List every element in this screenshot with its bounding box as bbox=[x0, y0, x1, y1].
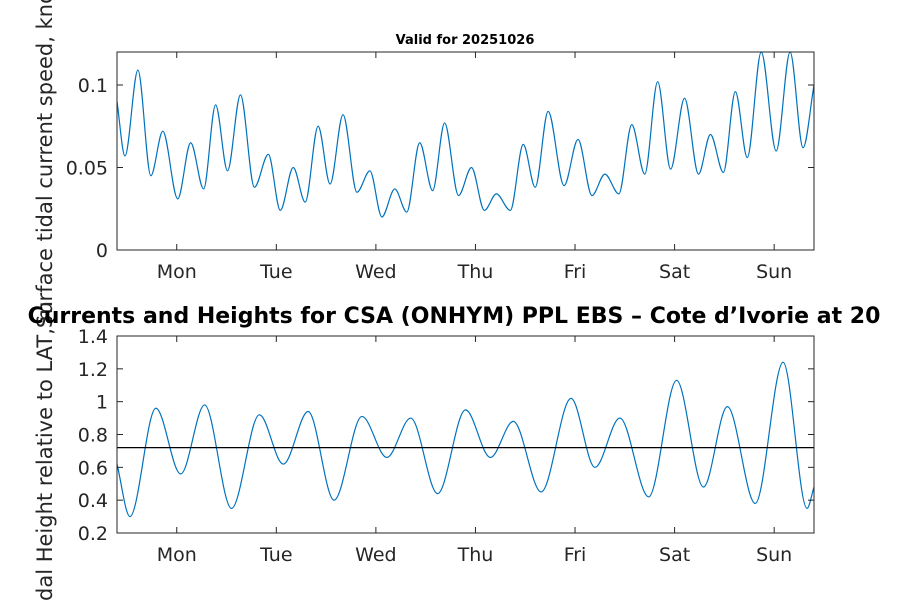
current-x-tick-label: Sat bbox=[659, 261, 690, 283]
current-x-tick-label: Tue bbox=[259, 261, 292, 283]
height-y-tick-label: 0.4 bbox=[78, 490, 108, 512]
current-y-tick-label: 0.05 bbox=[66, 158, 108, 180]
height-y-tick-label: 1.2 bbox=[78, 359, 108, 381]
current-y-axis-label: Surface tidal current speed, knots bbox=[33, 0, 57, 328]
height-x-tick-label: Tue bbox=[259, 544, 292, 566]
current-x-tick-label: Thu bbox=[457, 261, 494, 283]
height-x-tick-label: Thu bbox=[457, 544, 494, 566]
height-y-tick-label: 0.8 bbox=[78, 425, 108, 447]
height-x-tick-label: Sat bbox=[659, 544, 690, 566]
current-x-tick-label: Wed bbox=[355, 261, 396, 283]
height-chart-title: Currents and Heights for CSA (ONHYM) PPL… bbox=[28, 304, 881, 329]
current-series-line bbox=[116, 51, 815, 218]
tidal-height-chart: 0.2 0.4 0.6 0.8 1 1.2 1.4 Mon Tue Wed Thu Fri Sat Sun bbox=[78, 326, 815, 566]
height-y-tick-label: 1 bbox=[96, 392, 108, 414]
height-y-tick-label: 1.4 bbox=[78, 326, 108, 348]
height-x-tick-label: Fri bbox=[564, 544, 587, 566]
height-x-tick-label: Sun bbox=[756, 544, 792, 566]
height-y-tick-label: 0.6 bbox=[78, 457, 108, 479]
height-y-tick-label: 0.2 bbox=[78, 523, 108, 545]
height-y-axis-label: Tidal Height relative to LAT, m bbox=[33, 301, 57, 600]
current-y-tick-label: 0 bbox=[96, 240, 108, 262]
height-x-tick-label: Mon bbox=[157, 544, 197, 566]
current-y-tick-label: 0.1 bbox=[78, 75, 108, 97]
current-x-tick-label: Sun bbox=[756, 261, 792, 283]
current-chart-title: Valid for 20251026 bbox=[396, 33, 535, 48]
current-x-tick-label: Fri bbox=[564, 261, 587, 283]
current-speed-chart: Valid for 20251026 0 0.05 0.1 Mon Tue Wed Thu F… bbox=[66, 33, 815, 283]
current-axes-frame bbox=[116, 51, 815, 251]
height-axes-frame bbox=[116, 335, 815, 534]
height-series-line bbox=[116, 361, 815, 518]
current-plot-area: 0 0.05 0.1 Mon Tue Wed Thu Fri Sat Sun bbox=[66, 51, 815, 283]
current-x-tick-label: Mon bbox=[157, 261, 197, 283]
height-x-tick-label: Wed bbox=[355, 544, 396, 566]
height-plot-area: 0.2 0.4 0.6 0.8 1 1.2 1.4 Mon Tue Wed Thu Fri Sat Sun bbox=[78, 326, 815, 566]
